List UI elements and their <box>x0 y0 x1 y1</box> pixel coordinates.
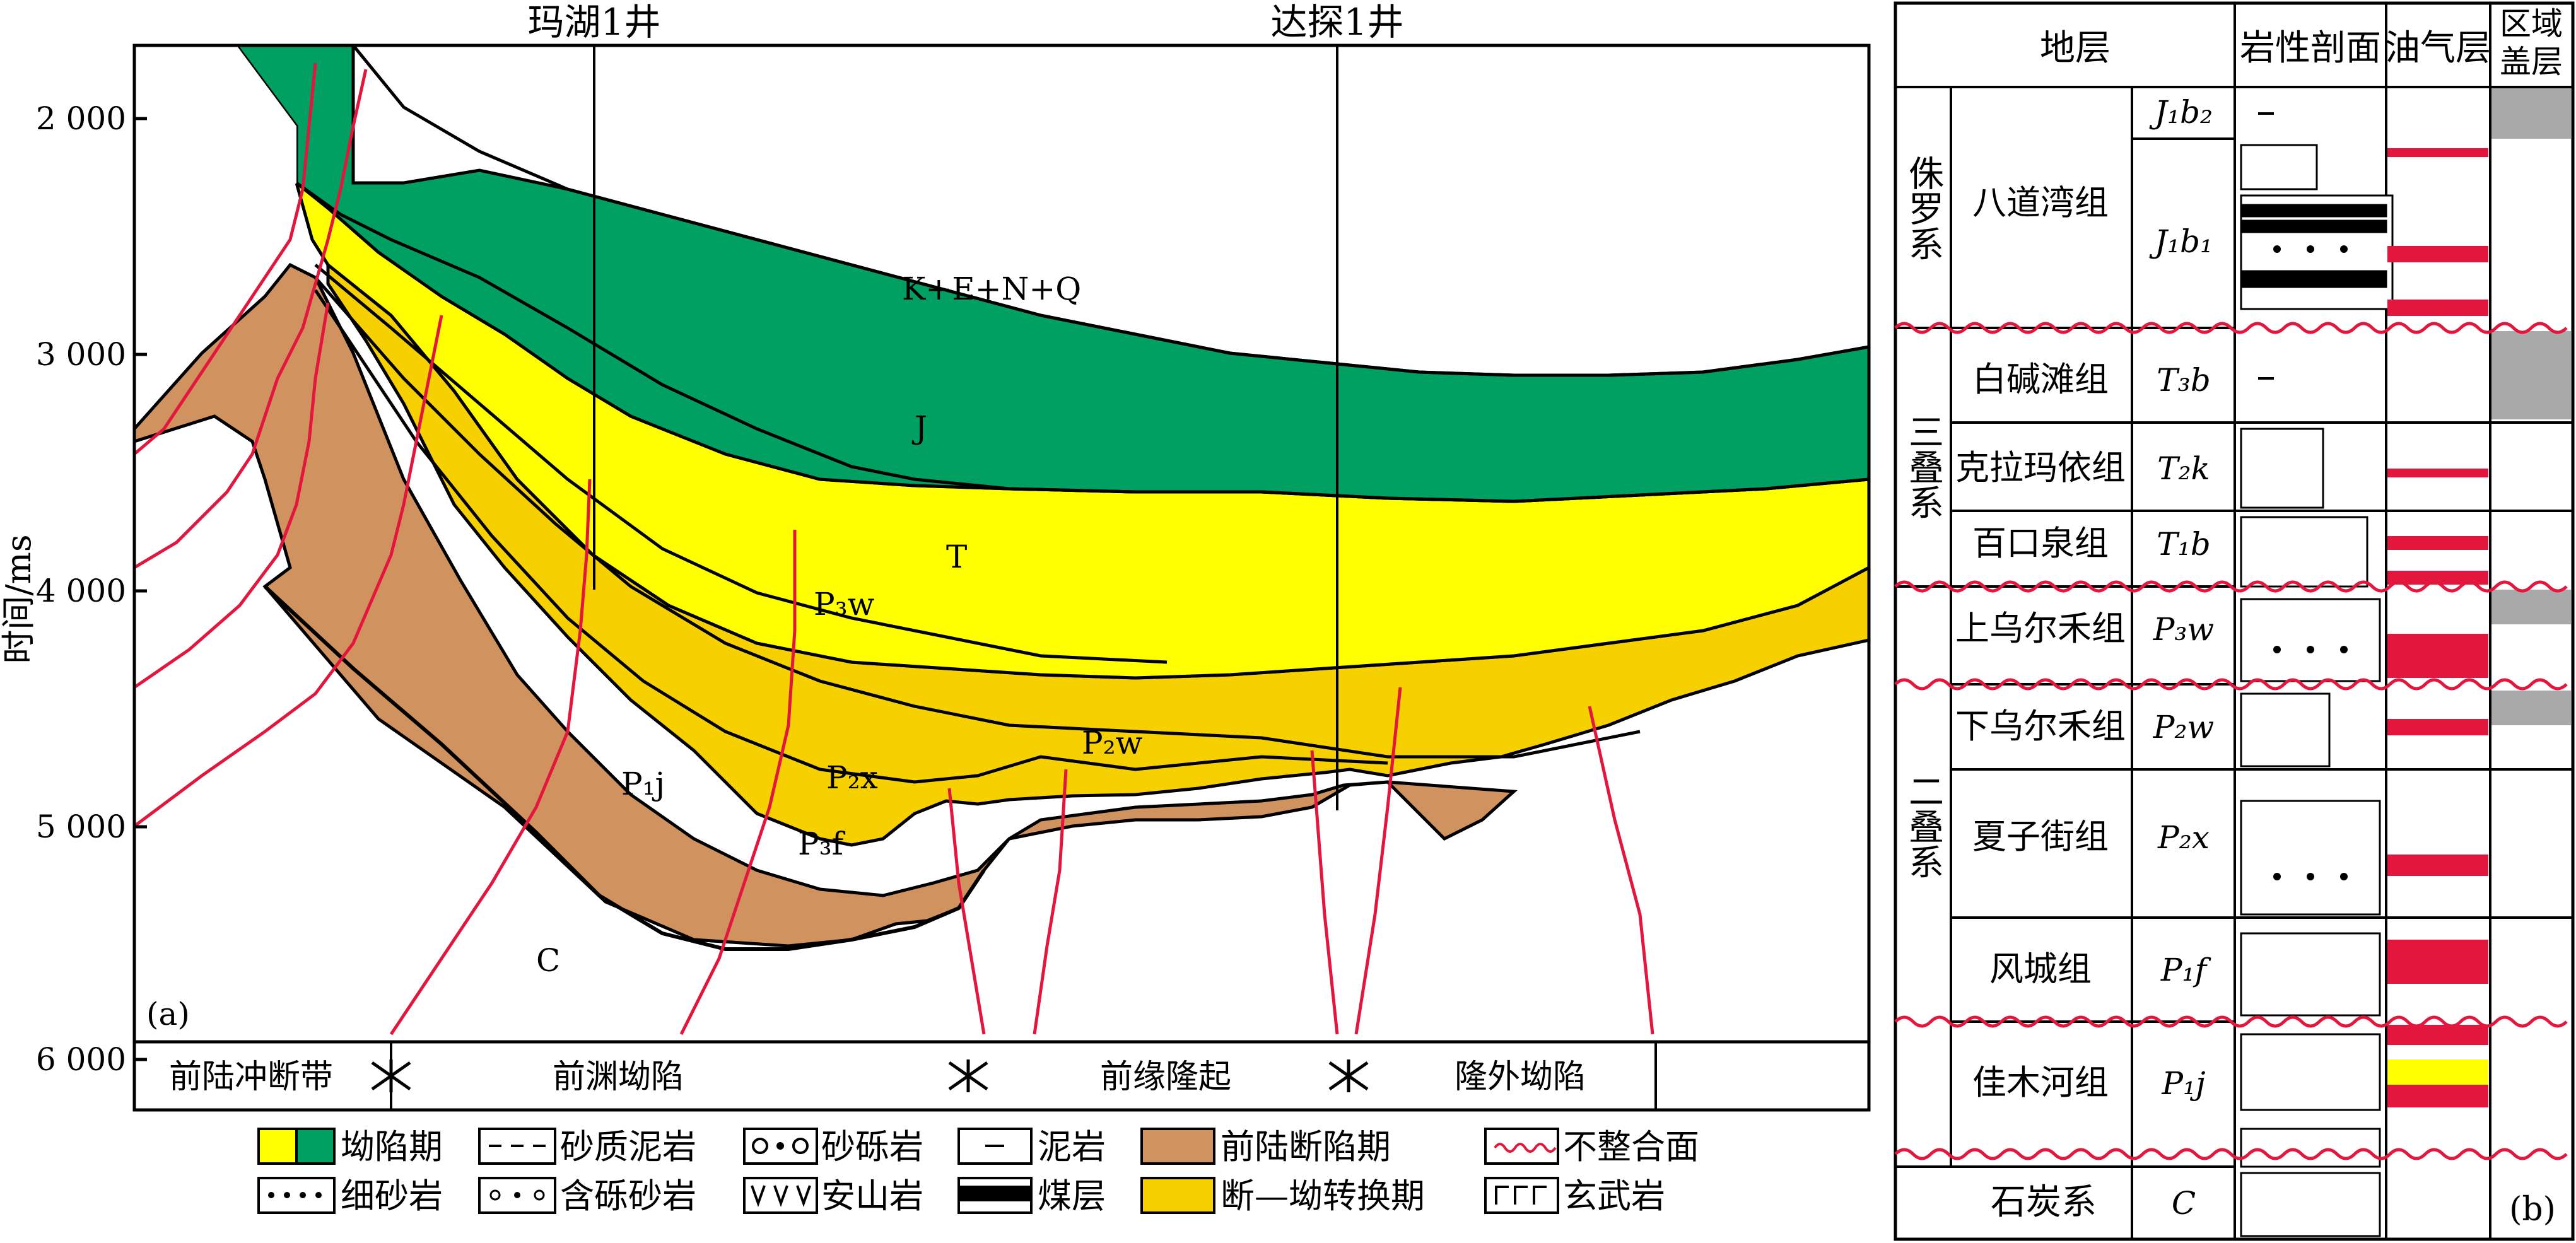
panel-label-a: (a) <box>146 996 190 1032</box>
legend-label-basalt: 玄武岩 <box>1563 1176 1665 1216</box>
zone-labels: 前陆冲断带 前渊坳陷 前缘隆起 隆外坳陷 <box>169 1058 1586 1096</box>
y-tick-label-4000: 4 000 <box>36 573 126 609</box>
unconformities <box>1894 322 2568 1160</box>
legend-label-sandy-mudstone: 砂质泥岩 <box>560 1127 696 1167</box>
code-p1j: P₁j <box>2161 1065 2205 1102</box>
boundary-line-p3w <box>314 264 1168 664</box>
zone-markers <box>371 1059 1369 1092</box>
code-p2x: P₂x <box>2157 819 2210 856</box>
formation-labels: 八道湾组 白碱滩组 克拉玛依组 百口泉组 上乌尔禾组 下乌尔禾组 夏子街组 风城… <box>1955 183 2126 1102</box>
header-seal-2: 盖层 <box>2500 44 2563 80</box>
code-p2w: P₂w <box>2153 709 2214 745</box>
lithology-column <box>2240 144 2394 1237</box>
label-p2x: P₂x <box>826 759 878 796</box>
formation-upper-urho: 上乌尔禾组 <box>1955 609 2126 648</box>
y-tick-label-3000: 3 000 <box>36 336 126 373</box>
boundary-line-c-top <box>263 585 986 951</box>
code-p1f: P₁f <box>2160 952 2211 988</box>
y-tick-labels: 2 000 3 000 4 000 5 000 6 000 <box>36 100 126 1078</box>
label-kenq: K+E+N+Q <box>902 271 1081 307</box>
cross-section-panel: 2 000 3 000 4 000 5 000 6 000 时间/ms 玛湖1井… <box>0 1 1871 1112</box>
formation-badaowan: 八道湾组 <box>1972 183 2109 223</box>
y-tick-label-5000: 5 000 <box>36 808 126 845</box>
header-lithology: 岩性剖面 <box>2240 28 2381 69</box>
label-t: T <box>946 539 967 575</box>
code-t1b: T₁b <box>2157 526 2210 563</box>
y-tick-label-2000: 2 000 <box>36 100 126 137</box>
zone-bar-frame <box>132 1040 1871 1112</box>
y-tick-label-6000: 6 000 <box>36 1041 126 1078</box>
legend-label-depression: 坳陷期 <box>341 1127 443 1167</box>
boundary-line-jt <box>295 181 1869 503</box>
y-axis-label: 时间/ms <box>0 534 38 663</box>
layer-p1j-brown <box>134 262 1518 948</box>
label-p3w: P₃w <box>814 586 875 622</box>
well-label-mahu1: 玛湖1井 <box>528 1 661 44</box>
formation-codes: J₁b₂ J₁b₁ T₃b T₂k T₁b P₃w P₂w P₂x P₁f P₁… <box>2149 94 2214 1222</box>
lithology-symbols <box>2273 245 2348 880</box>
boundary-line-p2x <box>313 289 1388 784</box>
legend-label-unconformity: 不整合面 <box>1563 1127 1699 1167</box>
legend-label-rift: 前陆断陷期 <box>1221 1127 1391 1167</box>
formation-xiazijie: 夏子街组 <box>1972 817 2109 856</box>
formation-baikouquan: 百口泉组 <box>1972 523 2109 563</box>
code-c: C <box>2172 1185 2196 1222</box>
label-p3f: P₃f <box>798 826 846 862</box>
strat-column-panel: 地层 岩性剖面 油气层 区域 盖层 侏罗系 三叠系 二叠系 石炭系 八道湾组 白… <box>1894 1 2575 1241</box>
code-j1b2: J₁b₂ <box>2149 94 2213 131</box>
zone-label-bulge: 前缘隆起 <box>1100 1058 1231 1096</box>
formation-lower-urho: 下乌尔禾组 <box>1955 706 2126 746</box>
upper-left-white <box>134 45 296 372</box>
legend-label-fine-sandstone: 细砂岩 <box>341 1176 443 1216</box>
oil-gas-layers <box>2387 148 2488 1107</box>
code-t2k: T₂k <box>2157 450 2210 487</box>
system-permian: 二叠系 <box>1903 773 1944 879</box>
header-oil-gas: 油气层 <box>2385 28 2491 69</box>
formation-karamay: 克拉玛依组 <box>1955 448 2126 487</box>
code-j1b1: J₁b₁ <box>2149 223 2213 260</box>
legend-label-mudstone: 泥岩 <box>1038 1127 1106 1167</box>
system-labels: 侏罗系 三叠系 二叠系 石炭系 <box>1903 155 2097 1223</box>
legend-label-transition: 断—坳转换期 <box>1221 1176 1425 1216</box>
legend-label-coal: 煤层 <box>1038 1176 1106 1216</box>
system-carboniferous: 石炭系 <box>1991 1182 2097 1223</box>
header-seal: 区域 <box>2500 6 2563 42</box>
y-axis <box>134 117 147 1061</box>
system-triassic: 三叠系 <box>1903 414 1944 520</box>
surface-line-kq <box>352 45 1869 377</box>
layers <box>134 45 1869 1036</box>
zone-label-thrust: 前陆冲断带 <box>169 1058 333 1096</box>
formation-fengcheng: 风城组 <box>1989 949 2092 989</box>
code-t3b: T₃b <box>2157 362 2210 399</box>
boundary-line-p2w <box>314 276 1641 759</box>
code-p3w: P₃w <box>2153 611 2214 648</box>
legend-label-pebbly-sandstone: 含砾砂岩 <box>560 1176 696 1216</box>
formation-jiamuhe: 佳木河组 <box>1972 1063 2109 1102</box>
faults <box>134 62 1654 1036</box>
formation-baijiantan: 白碱滩组 <box>1972 359 2109 399</box>
legend: 坳陷期 砂质泥岩 砂砾岩 泥岩 前陆断陷期 不整合面 细砂岩 含砾砂岩 安山岩 … <box>257 1127 1699 1216</box>
panel-label-b: (b) <box>2509 1191 2556 1228</box>
label-p1j: P₁j <box>621 766 665 802</box>
column-headers: 地层 岩性剖面 油气层 区域 盖层 <box>2040 6 2563 80</box>
seal-layers <box>2491 88 2571 725</box>
zone-label-foredeep: 前渊坳陷 <box>553 1058 684 1096</box>
header-strata: 地层 <box>2040 28 2111 69</box>
system-jurassic: 侏罗系 <box>1903 155 1944 261</box>
label-p2w: P₂w <box>1082 725 1143 761</box>
layer-labels: K+E+N+Q J T P₃w P₂w P₂x P₃f P₁j C (a) <box>146 271 1143 1032</box>
legend-label-andesite: 安山岩 <box>821 1176 923 1216</box>
label-c: C <box>536 942 560 979</box>
label-j: J <box>911 409 927 446</box>
zone-label-backbulge: 隆外坳陷 <box>1455 1058 1586 1096</box>
legend-label-conglomerate: 砂砾岩 <box>821 1127 923 1167</box>
well-label-datan1: 达探1井 <box>1271 1 1404 44</box>
